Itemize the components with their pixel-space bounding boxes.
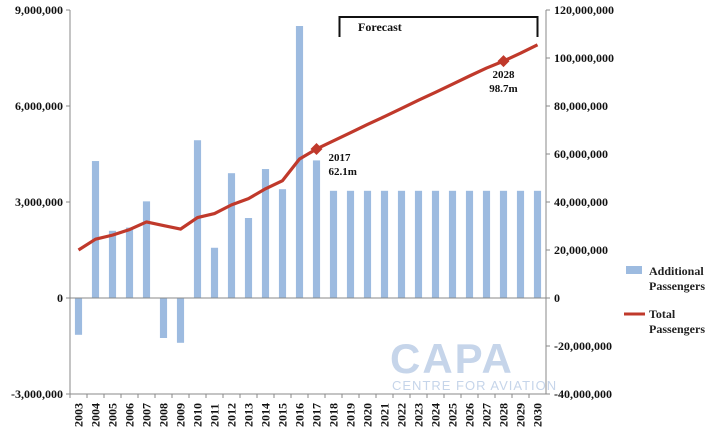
bar: [380, 190, 389, 298]
bar: [278, 189, 287, 298]
left-axis-tick-label: 9,000,000: [15, 3, 63, 17]
bar: [465, 190, 474, 298]
bar: [261, 169, 270, 298]
bar: [414, 190, 423, 298]
bar: [142, 201, 151, 298]
x-axis-tick-label: 2016: [293, 403, 307, 427]
bar: [516, 190, 525, 298]
x-axis-tick-label: 2017: [310, 403, 324, 427]
x-axis-tick-label: 2019: [344, 403, 358, 427]
bar: [448, 190, 457, 298]
legend-label-additional-line2: Passengers: [649, 279, 705, 293]
capa-watermark: CAPA CENTRE FOR AVIATION: [390, 335, 557, 393]
watermark-subtitle: CENTRE FOR AVIATION: [392, 378, 557, 393]
right-axis-tick-label: 60,000,000: [554, 147, 608, 161]
legend: Additional Passengers Total Passengers: [624, 264, 705, 336]
forecast-bracket: Forecast: [338, 16, 539, 37]
legend-label-total-line1: Total: [649, 307, 676, 321]
x-axis-tick-label: 2015: [276, 403, 290, 427]
annotation-value: 98.7m: [489, 83, 517, 95]
bar: [397, 190, 406, 298]
x-axis-tick-label: 2022: [395, 403, 409, 427]
x-axis-tick-label: 2020: [361, 403, 375, 427]
x-axis-tick-label: 2027: [480, 403, 494, 427]
legend-label-additional-line1: Additional: [649, 264, 704, 278]
bar: [227, 173, 236, 298]
bar: [176, 298, 185, 343]
bar: [295, 26, 304, 298]
bar: [312, 160, 321, 298]
bar: [210, 247, 219, 298]
annotation-marker: [497, 55, 510, 68]
annotation-marker: [310, 142, 323, 155]
x-axis-tick-label: 2011: [208, 404, 222, 427]
x-axis-tick-label: 2026: [463, 403, 477, 427]
right-axis-tick-label: 0: [554, 291, 560, 305]
x-axis-tick-label: 2010: [191, 403, 205, 427]
bar: [244, 218, 253, 298]
x-axis-tick-label: 2009: [174, 403, 188, 427]
x-axis-tick-label: 2003: [72, 403, 86, 427]
x-axis-tick-label: 2029: [514, 403, 528, 427]
annotation-value: 62.1m: [329, 166, 357, 178]
left-axis-tick-label: 6,000,000: [15, 99, 63, 113]
x-axis-tick-label: 2024: [429, 403, 443, 427]
bar: [159, 298, 168, 338]
x-axis-tick-label: 2023: [412, 403, 426, 427]
left-axis-tick-label: -3,000,000: [11, 387, 63, 401]
annotation-year: 2017: [329, 152, 352, 164]
bar: [125, 227, 134, 298]
right-axis-tick-label: 100,000,000: [554, 51, 614, 65]
forecast-label: Forecast: [358, 20, 402, 34]
watermark-logo-text: CAPA: [390, 335, 514, 382]
total-passengers-line: [77, 43, 539, 252]
right-axis-tick-label: 120,000,000: [554, 3, 614, 17]
bar: [363, 190, 372, 298]
x-axis-tick-label: 2004: [89, 403, 103, 427]
right-axis-tick-label: 80,000,000: [554, 99, 608, 113]
legend-swatch-additional-passengers: [626, 266, 642, 274]
annotations: 2017 62.1m 2028 98.7m: [310, 55, 518, 178]
right-axis-tick-label: -40,000,000: [554, 387, 612, 401]
line-series-total-passengers: [77, 43, 539, 252]
right-axis-tick-label: 20,000,000: [554, 243, 608, 257]
x-axis-tick-label: 2012: [225, 403, 239, 427]
x-axis-tick-label: 2030: [531, 403, 545, 427]
bar: [108, 230, 117, 298]
left-axis-tick-label: 3,000,000: [15, 195, 63, 209]
axes: -3,000,000 0 3,000,000 6,000,000 9,000,000 -4…: [11, 3, 614, 427]
x-axis-tick-label: 2021: [378, 403, 392, 427]
bar: [482, 190, 491, 298]
annotation-year: 2028: [493, 69, 516, 81]
x-axis-tick-label: 2018: [327, 403, 341, 427]
bar: [533, 190, 542, 298]
bar: [499, 190, 508, 298]
x-axis-tick-label: 2005: [106, 403, 120, 427]
x-axis-tick-label: 2013: [242, 403, 256, 427]
bar: [346, 190, 355, 298]
x-axis-tick-label: 2007: [140, 403, 154, 427]
x-axis-tick-label: 2008: [157, 403, 171, 427]
right-axis-tick-label: -20,000,000: [554, 339, 612, 353]
x-axis-tick-label: 2014: [259, 403, 273, 427]
forecast-bracket-line: [338, 16, 539, 37]
x-axis-tick-label: 2028: [497, 403, 511, 427]
left-axis-tick-label: 0: [57, 291, 63, 305]
legend-label-total-line2: Passengers: [649, 322, 705, 336]
bar: [91, 161, 100, 298]
bar: [74, 298, 83, 335]
bar: [431, 190, 440, 298]
right-axis-tick-label: 40,000,000: [554, 195, 608, 209]
bar: [329, 190, 338, 298]
x-axis-tick-label: 2025: [446, 403, 460, 427]
x-axis-tick-label: 2006: [123, 403, 137, 427]
